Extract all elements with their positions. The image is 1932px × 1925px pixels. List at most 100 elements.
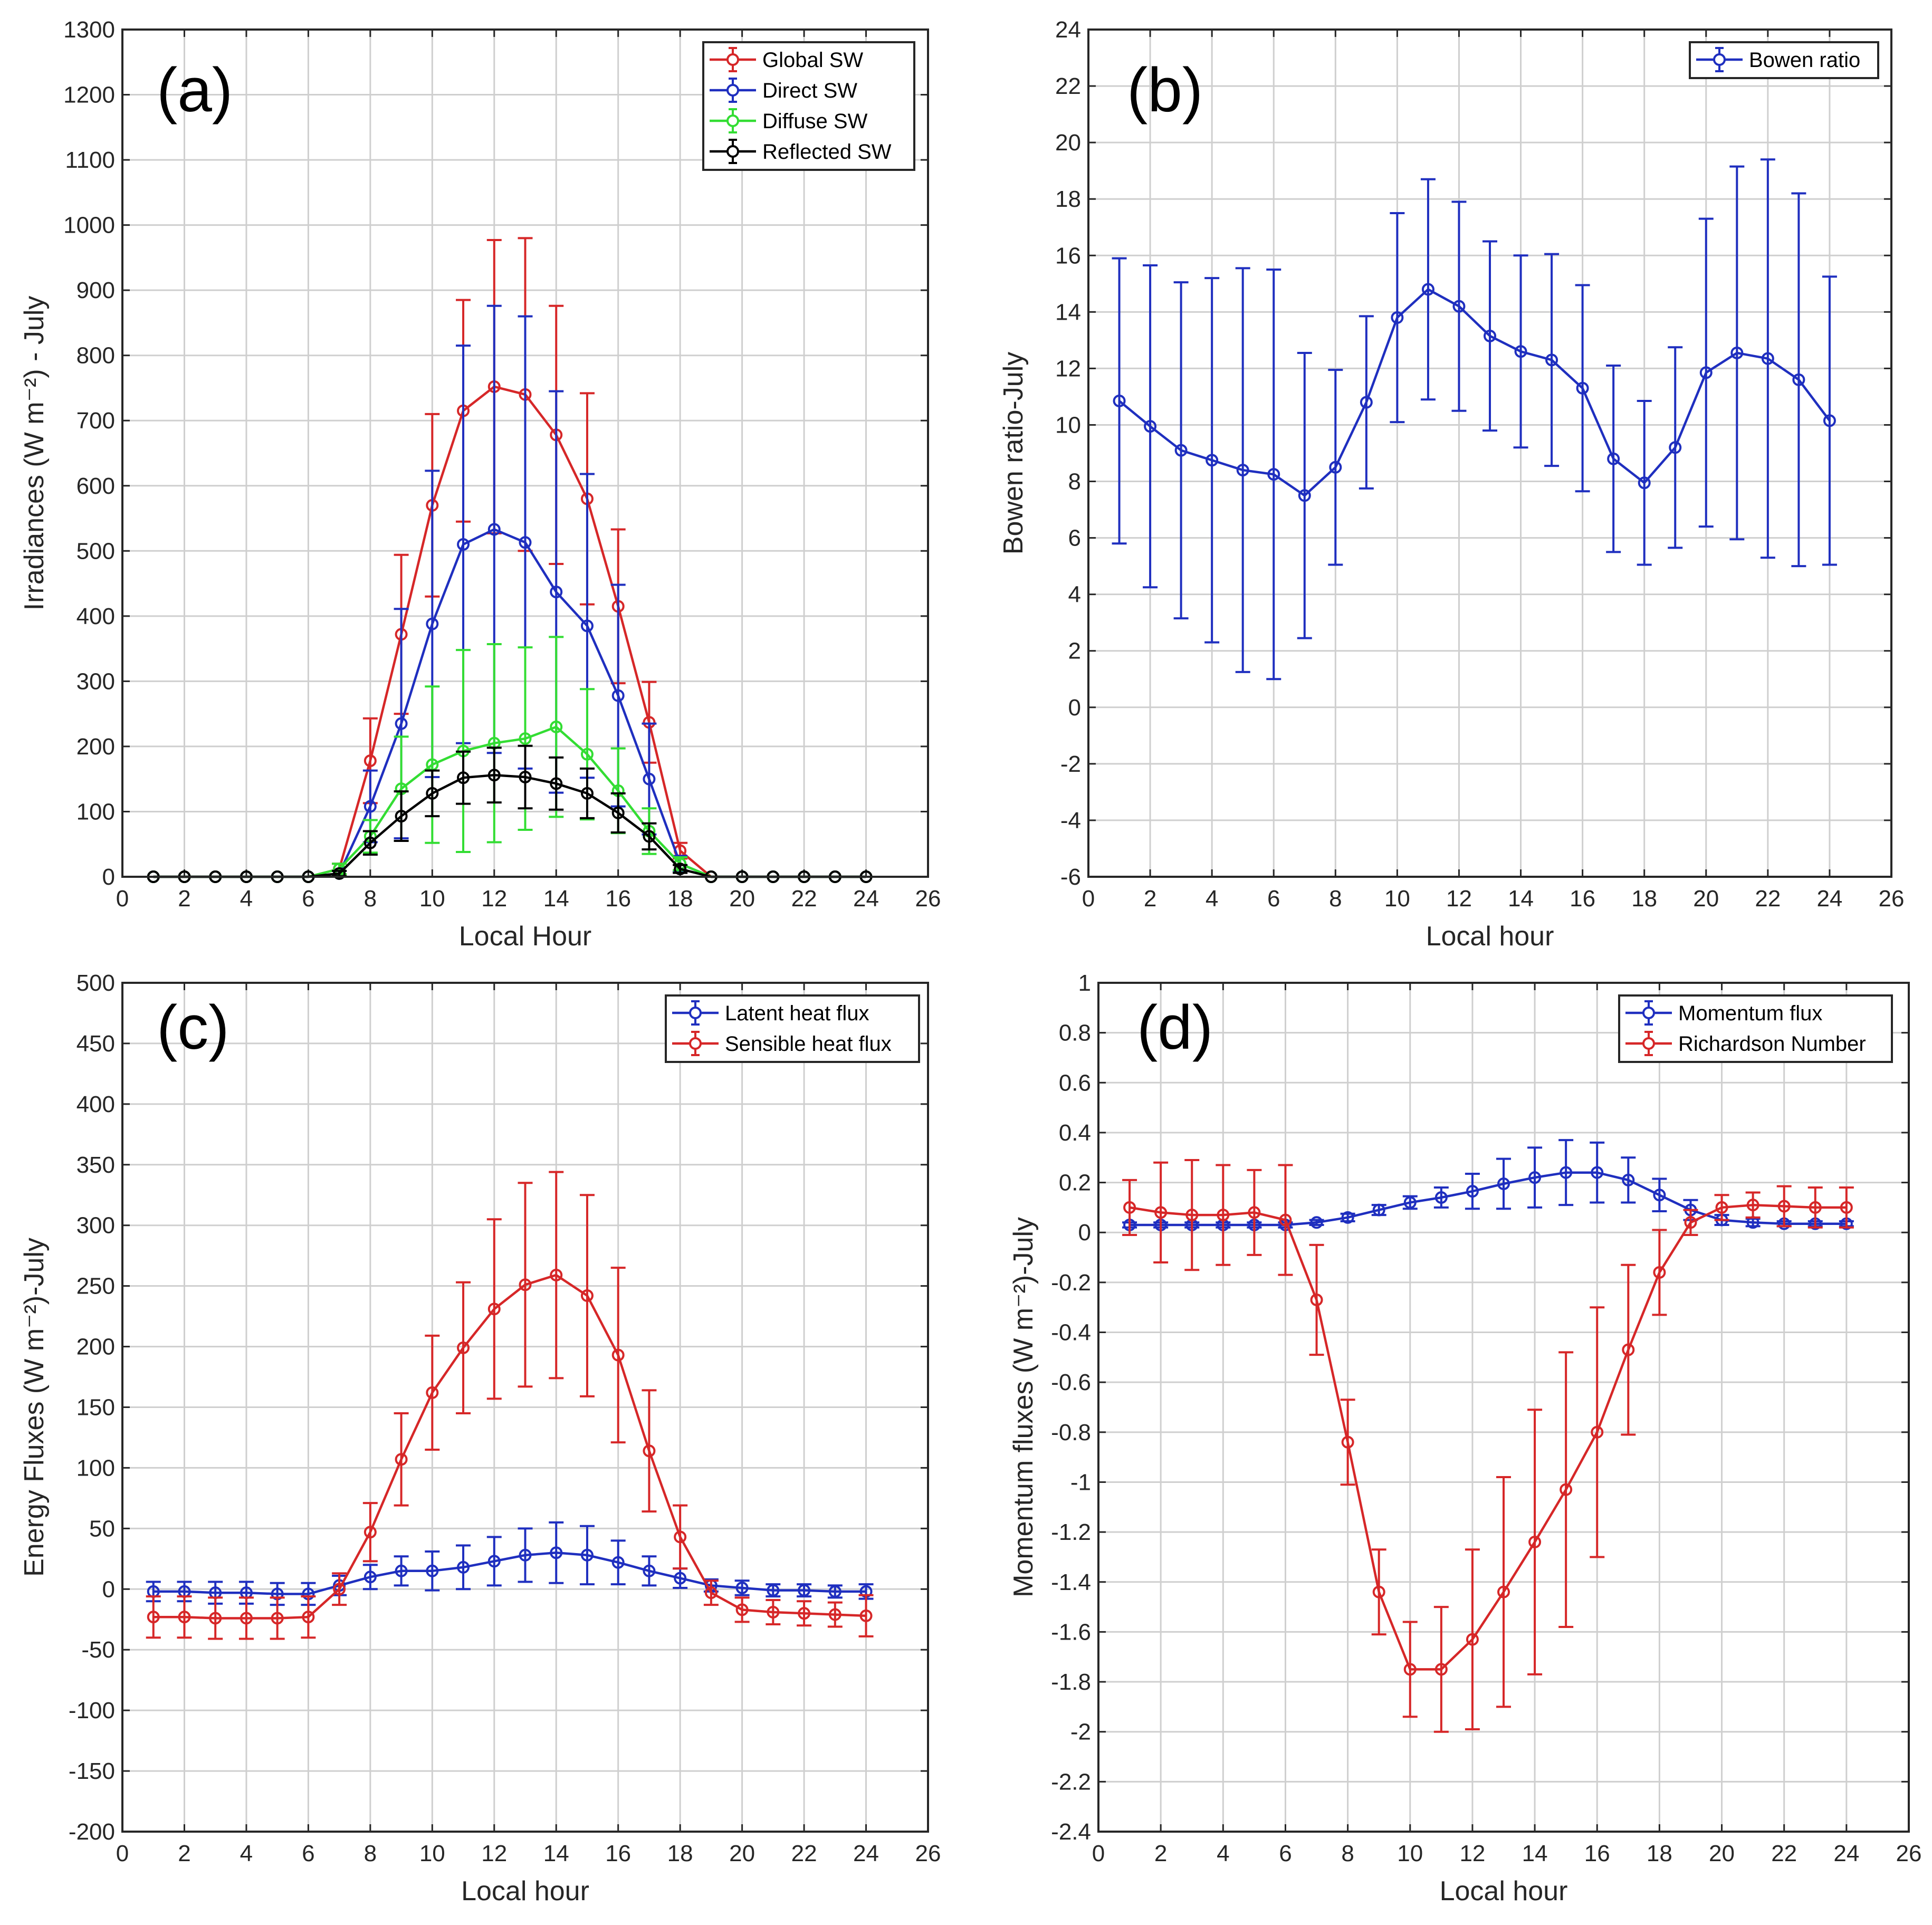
panel-b: 0 2 4 6 8 10 12 14 16 18 20 22 24 26-6-4-202468101214… xyxy=(998,17,1904,952)
data-point xyxy=(580,748,594,761)
data-point xyxy=(1360,396,1373,409)
legend-label: Richardson Number xyxy=(1678,1032,1866,1056)
data-point xyxy=(364,1526,377,1539)
y-tick-label: 4 xyxy=(1068,582,1081,608)
y-tick-label: 1200 xyxy=(63,82,115,108)
y-tick-label: 150 xyxy=(76,1395,115,1421)
y-tick-label: 16 xyxy=(1055,243,1081,269)
legend-label: Bowen ratio xyxy=(1749,49,1860,72)
plot-frame xyxy=(121,982,929,1833)
data-point xyxy=(1310,1216,1323,1229)
data-point xyxy=(828,1608,841,1621)
y-tick-label: -1.2 xyxy=(1051,1519,1091,1545)
data-point xyxy=(611,1348,625,1362)
legend-marker xyxy=(1713,53,1726,66)
x-tick-label: 18 xyxy=(667,886,693,912)
x-tick-label: 26 xyxy=(1896,1841,1922,1866)
x-tick-label: 4 xyxy=(1217,1841,1229,1866)
data-point xyxy=(1434,1191,1448,1204)
data-point xyxy=(1840,1201,1853,1214)
data-point xyxy=(1792,373,1805,386)
legend-label: Diffuse SW xyxy=(762,110,868,133)
y-tick-label: 250 xyxy=(76,1273,115,1299)
data-point xyxy=(1466,1633,1479,1646)
y-tick-label: 0 xyxy=(102,864,115,890)
y-tick-label: 900 xyxy=(76,277,115,303)
data-point xyxy=(209,1612,222,1625)
data-point xyxy=(1298,489,1311,502)
panel-c: 0 2 4 6 8 10 12 14 16 18 20 22 24 26-200-150-100-5005… xyxy=(19,970,941,1907)
data-point xyxy=(1144,420,1157,433)
data-point xyxy=(1248,1206,1261,1219)
data-point xyxy=(643,1564,656,1577)
legend-label: Momentum flux xyxy=(1678,1002,1822,1025)
data-point xyxy=(487,1555,501,1568)
data-point xyxy=(1823,414,1836,427)
y-tick-label: 24 xyxy=(1055,17,1081,43)
x-tick-label: 22 xyxy=(1771,1841,1797,1866)
x-tick-label: 6 xyxy=(302,1841,314,1866)
x-tick-label: 18 xyxy=(667,1841,693,1866)
data-point xyxy=(1809,1201,1822,1214)
plot-area xyxy=(1088,30,1891,877)
data-point xyxy=(1113,394,1126,407)
legend-marker xyxy=(689,1007,702,1019)
data-point xyxy=(426,1564,439,1577)
data-point xyxy=(395,1564,408,1577)
y-tick-label: -1.8 xyxy=(1051,1669,1091,1695)
data-point xyxy=(1653,1266,1666,1279)
legend-entry: Diffuse SW xyxy=(710,108,868,133)
y-tick-label: 14 xyxy=(1055,299,1081,325)
data-point xyxy=(457,771,470,784)
data-point xyxy=(767,1605,780,1618)
x-tick-label: 6 xyxy=(1267,886,1280,912)
legend-label: Latent heat flux xyxy=(725,1002,869,1025)
data-point xyxy=(674,1530,687,1544)
x-tick-label: 20 xyxy=(729,886,755,912)
y-tick-label: -50 xyxy=(81,1637,115,1663)
data-point xyxy=(1777,1200,1791,1213)
data-point xyxy=(395,717,408,730)
legend-entry: Direct SW xyxy=(710,78,857,103)
x-tick-label: 8 xyxy=(1329,886,1342,912)
data-point xyxy=(364,754,377,768)
y-tick-label: 20 xyxy=(1055,130,1081,156)
y-tick-label: 1100 xyxy=(65,147,115,173)
data-point xyxy=(1576,381,1589,395)
y-tick-label: -2 xyxy=(1060,751,1081,777)
x-tick-label: 2 xyxy=(1154,1841,1167,1866)
data-point xyxy=(457,538,470,551)
legend-marker xyxy=(1642,1007,1655,1019)
data-point xyxy=(798,1607,811,1620)
x-tick-label: 4 xyxy=(240,886,253,912)
y-tick-label: 1000 xyxy=(63,213,115,238)
x-tick-label: 24 xyxy=(1816,886,1842,912)
x-tick-label: 6 xyxy=(302,886,314,912)
data-point xyxy=(1715,1201,1728,1214)
data-point xyxy=(1591,1166,1604,1179)
panel-d: 0 2 4 6 8 10 12 14 16 18 20 22 24 26-2.4-2.2-2-1.8-1.… xyxy=(1008,970,1921,1907)
x-tick-label: 4 xyxy=(1206,886,1218,912)
y-tick-label: 0 xyxy=(1078,1220,1091,1246)
legend-entry: Richardson Number xyxy=(1625,1031,1866,1056)
data-point xyxy=(1607,452,1620,465)
data-point xyxy=(364,836,377,849)
data-point xyxy=(550,720,563,733)
y-tick-label: -2.2 xyxy=(1051,1769,1091,1795)
x-tick-label: 0 xyxy=(1082,886,1095,912)
x-tick-label: 10 xyxy=(1397,1841,1423,1866)
x-tick-label: 10 xyxy=(419,886,445,912)
legend-label: Sensible heat flux xyxy=(725,1032,892,1056)
data-point xyxy=(364,800,377,813)
panel-label: (a) xyxy=(157,55,233,125)
data-point xyxy=(1484,329,1496,342)
data-point xyxy=(1341,1435,1354,1449)
y-tick-label: 200 xyxy=(76,1334,115,1360)
data-point xyxy=(580,1289,594,1303)
x-tick-label: 0 xyxy=(116,886,129,912)
y-tick-label: 0.4 xyxy=(1059,1120,1091,1146)
legend-label: Reflected SW xyxy=(762,140,892,164)
x-axis-label: Local Hour xyxy=(459,921,591,952)
data-point xyxy=(828,1585,841,1598)
